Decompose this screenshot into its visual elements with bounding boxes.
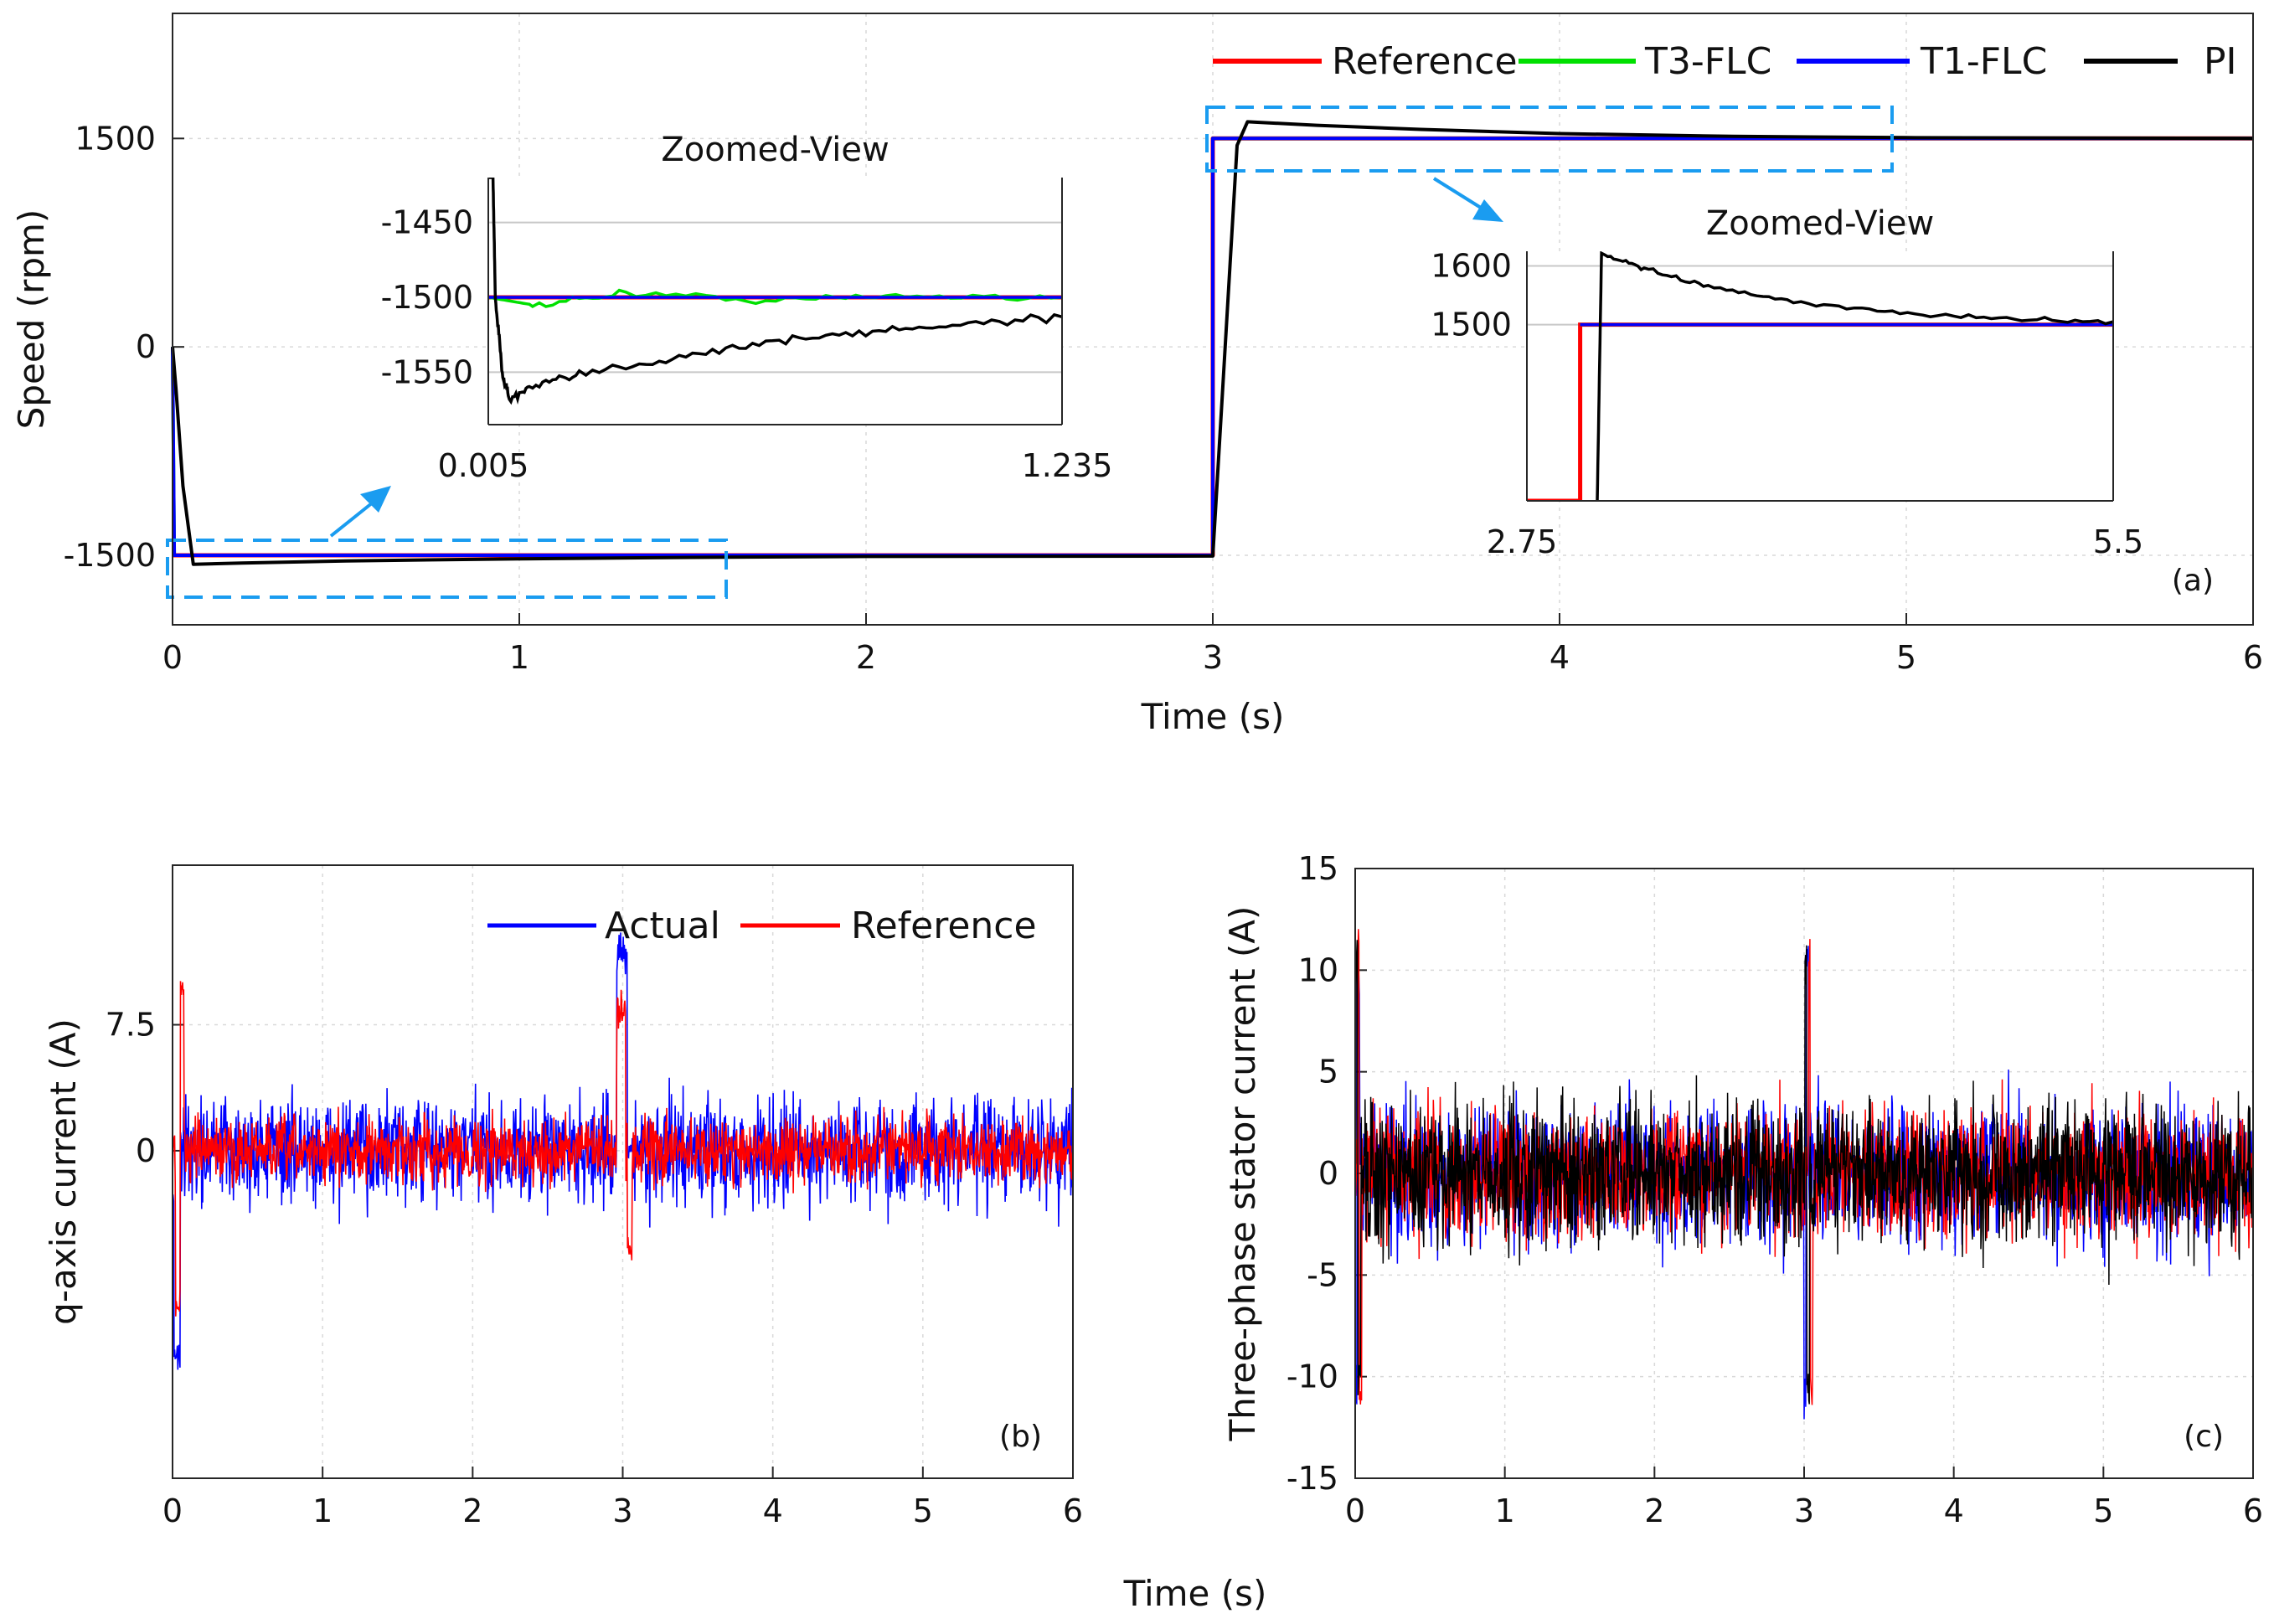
x-tick-label: 5 [913,1493,933,1529]
panel-label: (c) [2184,1420,2224,1454]
x-tick-label: 3 [1794,1493,1814,1529]
inset-title: Zoomed-View [661,131,889,169]
series-group [173,932,1073,1370]
y-axis-label: Speed (rpm) [11,209,52,430]
x-tick-label: 4 [1550,639,1570,676]
series-line-phase-a [1355,940,2253,1405]
inset-series-group [1527,251,2113,501]
axes-box [172,13,2254,626]
y-tick-label: 0 [136,1132,156,1169]
x-tick-label: 1 [509,639,529,676]
panel-label: (b) [999,1420,1042,1454]
axes-box [172,864,1074,1479]
series-line-pi [171,120,2254,566]
series-group [1355,929,2253,1420]
zoom-arrow-left-head [360,486,391,513]
x-tick-label: 5 [1896,639,1916,676]
x-tick-label: 2 [1644,1493,1664,1529]
y-tick-label: -1500 [64,537,156,574]
panel-label: (a) [2172,564,2214,598]
inset-x-tick-label: 2.75 [1487,523,1558,560]
inset-left: -1450 -1500 -1550 0.005 1.235 Zoomed-View [381,131,1113,484]
zoom-arrow-left-shaft [329,498,379,538]
legend-label-actual: Actual [605,905,720,947]
x-tick-label: 1 [312,1493,333,1529]
y-tick-label: 15 [1298,850,1338,887]
y-tick-label: 0 [1318,1155,1338,1192]
inset-series-group [488,178,1062,405]
y-tick-label: -15 [1287,1460,1338,1497]
x-tick-label: 5 [2093,1493,2113,1529]
series-line-t1-flc [171,137,2253,557]
x-tick-label: 1 [1495,1493,1515,1529]
x-tick-label: 3 [1203,639,1223,676]
x-tick-label: 2 [462,1493,482,1529]
axes-box [1354,868,2254,1479]
inset-y-tick-label: -1450 [381,204,473,241]
x-tick-label: 4 [1944,1493,1964,1529]
zoom-region-right [1205,106,1894,173]
legend-label-pi: PI [2204,40,2237,83]
x-tick-label: 6 [2243,1493,2263,1529]
legend-label-reference: Reference [1332,40,1518,83]
y-tick-label: -10 [1287,1358,1338,1395]
panel-b-q-axis-current-chart: 0 1 2 3 4 5 6 0 7.5 Actual Reference (b) q-axis curr… [43,864,1083,1529]
panel-a-speed-chart: 0 1 2 3 4 5 6 -1500 0 1500 -1450 -1500 -1550 0.005 1.2… [11,13,2263,737]
legend-label-t3-flc: T3-FLC [1644,40,1771,83]
x-axis-label-bottom: Time (s) [1123,1573,1267,1614]
x-axis-label: Time (s) [1141,696,1285,737]
y-tick-label: 1500 [75,120,156,157]
inset-series-pi [488,178,1062,405]
x-tick-label: 6 [1063,1493,1083,1529]
x-tick-label: 6 [2243,639,2263,676]
legend-label-t1-flc: T1-FLC [1920,40,2047,83]
legend-label-reference: Reference [851,905,1037,947]
inset-x-tick-label: 1.235 [1022,447,1113,484]
zoom-arrow-right-shaft [1432,177,1482,209]
y-axis-label: q-axis current (A) [43,1018,84,1325]
inset-x-tick-label: 0.005 [438,447,529,484]
x-tick-label: 0 [1345,1493,1365,1529]
series-line-reference [173,981,1073,1317]
inset-plot-area [1527,251,2113,501]
y-axis-label: Three-phase stator current (A) [1222,906,1263,1442]
inset-y-tick-label: -1500 [381,279,473,316]
y-tick-label: 0 [136,328,156,365]
y-tick-label: 10 [1298,951,1338,988]
inset-title: Zoomed-View [1706,204,1934,243]
inset-y-tick-label: -1550 [381,353,473,390]
inset-right: 1600 1500 2.75 5.5 Zoomed-View [1431,204,2143,560]
legend: Actual Reference [487,905,1037,947]
inset-x-tick-label: 5.5 [2093,523,2143,560]
inset-series-pi [1596,251,2113,501]
x-tick-label: 0 [162,639,183,676]
x-tick-label: 2 [856,639,876,676]
x-tick-label: 4 [763,1493,783,1529]
y-tick-label: 5 [1318,1054,1338,1090]
y-tick-label: 7.5 [106,1007,156,1044]
x-tick-label: 0 [162,1493,183,1529]
inset-y-tick-label: 1600 [1431,248,1512,285]
x-tick-label: 3 [612,1493,632,1529]
legend: Reference T3-FLC T1-FLC PI [1213,40,2237,83]
zoom-arrow-right-head [1472,199,1503,222]
zoom-region-left [166,539,728,599]
inset-y-tick-label: 1500 [1431,307,1512,343]
panel-c-stator-current-chart: 0 1 2 3 4 5 6 -15 -10 -5 0 5 10 15 (c) Three-phase stat… [1222,850,2263,1529]
y-tick-label: -5 [1307,1256,1338,1293]
